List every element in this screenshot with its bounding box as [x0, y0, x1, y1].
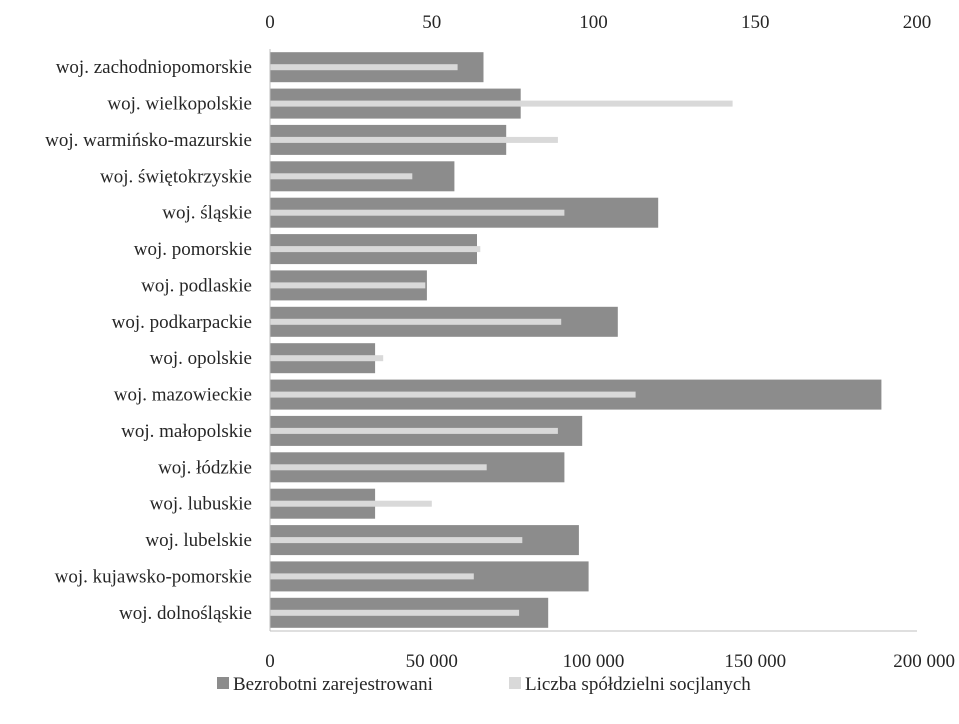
- series-cooperatives-bars: [270, 64, 733, 616]
- legend-swatch-cooperatives: [509, 677, 521, 689]
- bar-cooperatives: [270, 464, 487, 471]
- bar-cooperatives: [270, 246, 481, 253]
- bottom-tick-label: 50 000: [406, 651, 458, 672]
- category-label: woj. zachodniopomorskie: [56, 57, 252, 78]
- bar-cooperatives: [270, 282, 426, 289]
- category-label: woj. podkarpackie: [112, 312, 252, 333]
- top-tick-label: 200: [903, 12, 932, 33]
- category-label: woj. łódzkie: [158, 457, 252, 478]
- bar-cooperatives: [270, 100, 733, 107]
- bottom-axis-ticks: 0 50 000 100 000 150 000 200 000: [265, 651, 955, 672]
- bottom-tick-label: 100 000: [563, 651, 625, 672]
- bar-cooperatives: [270, 500, 432, 507]
- category-label: woj. świętokrzyskie: [100, 166, 252, 187]
- top-tick-label: 50: [422, 12, 441, 33]
- top-tick-label: 150: [741, 12, 770, 33]
- category-label: woj. małopolskie: [121, 421, 252, 442]
- bar-cooperatives: [270, 573, 474, 580]
- category-labels: woj. zachodniopomorskie woj. wielkopolski…: [45, 57, 252, 624]
- category-label: woj. podlaskie: [141, 275, 252, 296]
- category-label: woj. wielkopolskie: [107, 94, 252, 115]
- bottom-tick-label: 200 000: [893, 651, 955, 672]
- bottom-tick-label: 0: [265, 651, 275, 672]
- category-label: woj. opolskie: [150, 348, 252, 369]
- bar-cooperatives: [270, 64, 458, 71]
- bar-cooperatives: [270, 136, 558, 143]
- category-label: woj. śląskie: [162, 203, 252, 224]
- bar-cooperatives: [270, 391, 636, 398]
- category-label: woj. mazowieckie: [114, 385, 252, 406]
- bar-cooperatives: [270, 173, 413, 180]
- category-label: woj. lubelskie: [145, 530, 252, 551]
- bar-cooperatives: [270, 537, 523, 544]
- bar-cooperatives: [270, 318, 562, 325]
- legend: Bezrobotni zarejestrowani Liczba spółdzi…: [217, 674, 751, 695]
- legend-swatch-unemployed: [217, 677, 229, 689]
- category-label: woj. kujawsko-pomorskie: [55, 566, 252, 587]
- category-label: woj. lubuskie: [150, 494, 252, 515]
- bar-cooperatives: [270, 355, 384, 362]
- top-axis-ticks: 0 50 100 150 200: [265, 12, 931, 33]
- top-tick-label: 100: [579, 12, 608, 33]
- bar-cooperatives: [270, 427, 558, 434]
- legend-label-unemployed: Bezrobotni zarejestrowani: [233, 674, 433, 695]
- category-label: woj. pomorskie: [134, 239, 252, 260]
- bottom-tick-label: 150 000: [724, 651, 786, 672]
- top-tick-label: 0: [265, 12, 275, 33]
- bar-cooperatives: [270, 209, 565, 216]
- category-label: woj. warmińsko-mazurskie: [45, 130, 252, 151]
- bar-cooperatives: [270, 609, 520, 616]
- legend-label-cooperatives: Liczba spółdzielni socjlanych: [525, 674, 751, 695]
- category-label: woj. dolnośląskie: [119, 603, 252, 624]
